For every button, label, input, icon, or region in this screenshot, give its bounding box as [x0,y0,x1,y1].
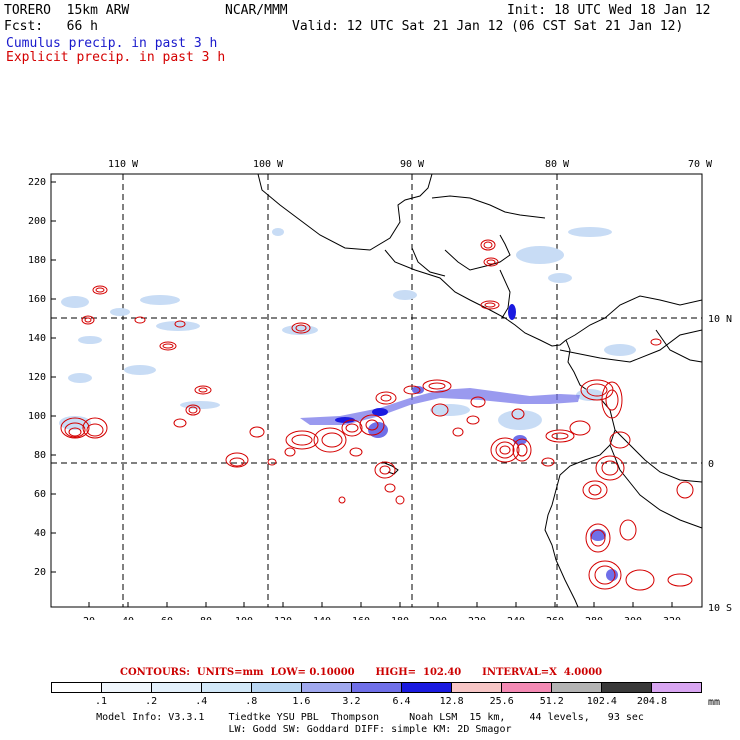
model-info: Model Info: V3.3.1 Tiedtke YSU PBL Thomp… [96,712,644,723]
graticule [51,174,702,607]
legend-label: 25.6 [489,696,514,707]
x-tick-label: 280 [585,616,603,620]
legend-swatch [52,683,102,692]
y-tick-label: 40 [34,528,46,539]
legend-label: 6.4 [392,696,411,707]
lat-label: 10 S [708,603,732,614]
model-physics: LW: Godd SW: Goddard DIFF: simple KM: 2D… [228,724,512,735]
legend-labels: .1 .2 .4 .8 1.6 3.2 6.4 12.8 25.6 51.2 102.4 204.8 [51,696,702,708]
y-tick-label: 80 [34,450,46,461]
x-tick-label: 220 [468,616,486,620]
x-tick-label: 160 [352,616,370,620]
y-tick-label: 20 [34,567,46,578]
x-tick-label: 120 [274,616,292,620]
legend-swatch [352,683,402,692]
explicit-precip [60,239,694,591]
legend-swatch [152,683,202,692]
legend-label: .2 [145,696,158,707]
legend-label: 51.2 [539,696,564,707]
legend-swatch [252,683,302,692]
lon-label: 100 W [253,159,284,170]
legend-unit: mm [708,697,721,708]
legend-swatch [302,683,352,692]
legend-swatch [452,683,502,692]
legend-swatch [402,683,452,692]
org-label: NCAR/MMM [225,3,288,18]
y-tick-label: 100 [28,411,46,422]
lon-label: 110 W [108,159,139,170]
x-tick-label: 300 [624,616,642,620]
lon-label: 90 W [400,159,425,170]
legend-label: 1.6 [292,696,311,707]
y-tick-label: 160 [28,294,46,305]
forecast-hour: Fcst: 66 h [4,19,98,34]
contours-info: CONTOURS: UNITS=mm LOW= 0.10000 HIGH= 10… [120,667,603,678]
color-legend [51,682,702,693]
explicit-precip-label: Explicit precip. in past 3 h [6,50,226,65]
lat-label: 0 [708,459,714,470]
legend-swatch [602,683,652,692]
x-tick-label: 240 [507,616,525,620]
legend-label: 102.4 [586,696,617,707]
x-tick-label: 320 [663,616,681,620]
lon-label: 80 W [545,159,570,170]
y-tick-label: 180 [28,255,46,266]
legend-label: .4 [195,696,208,707]
legend-label: 204.8 [636,696,667,707]
cumulus-precip-label: Cumulus precip. in past 3 h [6,36,218,51]
x-tick-label: 40 [122,616,134,620]
coastlines [257,173,703,608]
legend-label: .8 [245,696,258,707]
legend-swatch [552,683,602,692]
x-tick-label: 20 [83,616,95,620]
init-time: Init: 18 UTC Wed 18 Jan 12 [507,3,711,18]
legend-label: 3.2 [342,696,361,707]
valid-time: Valid: 12 UTC Sat 21 Jan 12 (06 CST Sat … [292,19,684,34]
precip-map: 110 W 100 W 90 W 80 W 70 W 10 N 0 10 S 2… [28,159,732,620]
y-tick-label: 60 [34,489,46,500]
legend-label: 12.8 [439,696,464,707]
model-title: TORERO 15km ARW [4,3,130,18]
x-tick-label: 60 [161,616,173,620]
x-tick-label: 80 [200,616,212,620]
x-tick-label: 140 [313,616,331,620]
legend-swatch [652,683,701,692]
y-tick-label: 200 [28,216,46,227]
legend-swatch [502,683,552,692]
y-tick-label: 220 [28,177,46,188]
y-tick-label: 120 [28,372,46,383]
legend-label: .1 [95,696,108,707]
x-tick-label: 180 [391,616,409,620]
lon-label: 70 W [688,159,713,170]
y-tick-label: 140 [28,333,46,344]
lat-label: 10 N [708,314,732,325]
x-tick-label: 260 [546,616,564,620]
x-tick-label: 200 [429,616,447,620]
legend-swatch [202,683,252,692]
legend-swatch [102,683,152,692]
x-tick-label: 100 [235,616,253,620]
